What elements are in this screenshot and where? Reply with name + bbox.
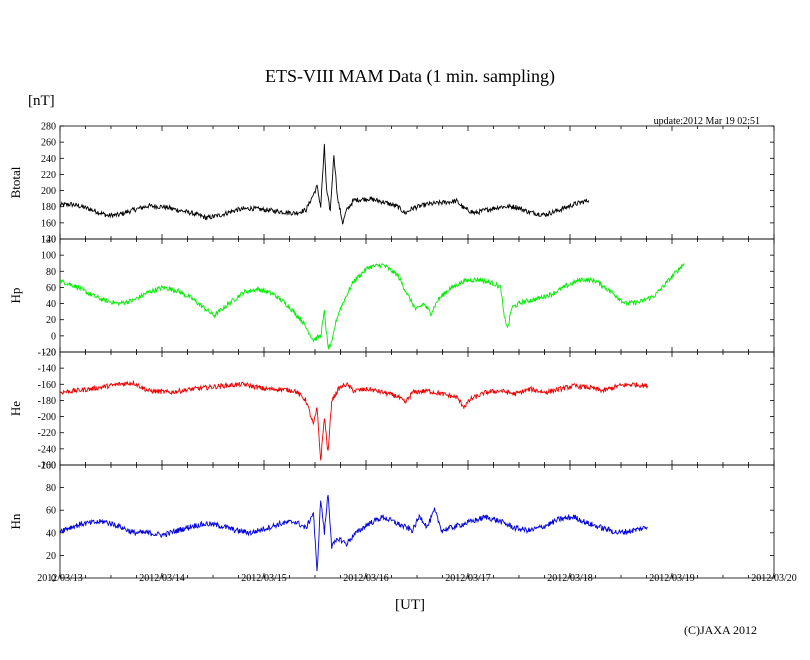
y-tick-label: 280 bbox=[41, 122, 56, 133]
y-tick-label: 40 bbox=[46, 528, 56, 539]
panel-hn: 0 20 40 60 80 100 Hn bbox=[8, 461, 775, 585]
y-tick-label: 260 bbox=[41, 138, 56, 149]
panel-ylabel-hn: Hn bbox=[8, 513, 23, 529]
x-axis: 2012/03/13 2012/03/14 2012/03/15 2012/03/16… bbox=[37, 573, 797, 584]
y-tick-label: 100 bbox=[41, 251, 56, 262]
y-tick-label: 80 bbox=[46, 483, 56, 494]
y-tick-label: -240 bbox=[38, 444, 56, 455]
y-tick-label: 160 bbox=[41, 218, 56, 229]
x-axis-title: [UT] bbox=[395, 597, 425, 613]
y-tick-label: 220 bbox=[41, 170, 56, 181]
y-tick-label: 20 bbox=[46, 315, 56, 326]
update-timestamp: update:2012 Mar 19 02:51 bbox=[654, 116, 760, 127]
y-tick-label: 120 bbox=[41, 235, 56, 246]
panel-ylabel-btotal: Btotal bbox=[8, 166, 23, 198]
y-tick-label: -260 bbox=[38, 461, 56, 472]
y-tick-label: -120 bbox=[38, 348, 56, 359]
x-tick-label: 2012/03/20 bbox=[751, 573, 797, 584]
x-tick-label: 2012/03/18 bbox=[547, 573, 593, 584]
y-tick-label: -20 bbox=[43, 348, 56, 359]
chart-title: ETS-VIII MAM Data (1 min. sampling) bbox=[265, 66, 555, 87]
y-tick-label: -180 bbox=[38, 396, 56, 407]
y-tick-label: -220 bbox=[38, 428, 56, 439]
series-line-he bbox=[60, 380, 648, 461]
y-tick-label: 0 bbox=[51, 574, 56, 585]
y-tick-label: -140 bbox=[38, 364, 56, 375]
x-tick-label: 2012/03/19 bbox=[649, 573, 695, 584]
x-tick-label: 2012/03/15 bbox=[241, 573, 287, 584]
series-line-btotal bbox=[60, 143, 590, 225]
copyright-text: (C)JAXA 2012 bbox=[684, 623, 757, 637]
panel-ylabel-he: He bbox=[8, 401, 23, 416]
x-tick-label: 2012/03/17 bbox=[445, 573, 491, 584]
series-line-hp bbox=[60, 263, 685, 350]
y-tick-label: 200 bbox=[41, 186, 56, 197]
y-tick-label: 180 bbox=[41, 202, 56, 213]
y-tick-label: 20 bbox=[46, 551, 56, 562]
x-tick-label: 2012/03/14 bbox=[139, 573, 185, 584]
y-tick-label: 60 bbox=[46, 506, 56, 517]
series-line-hn bbox=[60, 494, 648, 572]
unit-label: [nT] bbox=[28, 93, 55, 109]
y-tick-label: 240 bbox=[41, 154, 56, 165]
panels: 140160180200220240260280Btotal-200204060… bbox=[8, 122, 775, 585]
x-tick-label: 2012/03/13 bbox=[37, 573, 83, 584]
y-tick-label: 140 bbox=[41, 235, 56, 246]
y-tick-label: 80 bbox=[46, 267, 56, 278]
y-tick-label: 0 bbox=[51, 331, 56, 342]
y-tick-label: 60 bbox=[46, 283, 56, 294]
y-tick-label: -160 bbox=[38, 380, 56, 391]
x-tick-label: 2012/03/16 bbox=[343, 573, 389, 584]
y-tick-label: 40 bbox=[46, 299, 56, 310]
panel-ylabel-hp: Hp bbox=[8, 288, 23, 304]
y-tick-label: -200 bbox=[38, 412, 56, 423]
y-tick-label: 100 bbox=[41, 461, 56, 472]
